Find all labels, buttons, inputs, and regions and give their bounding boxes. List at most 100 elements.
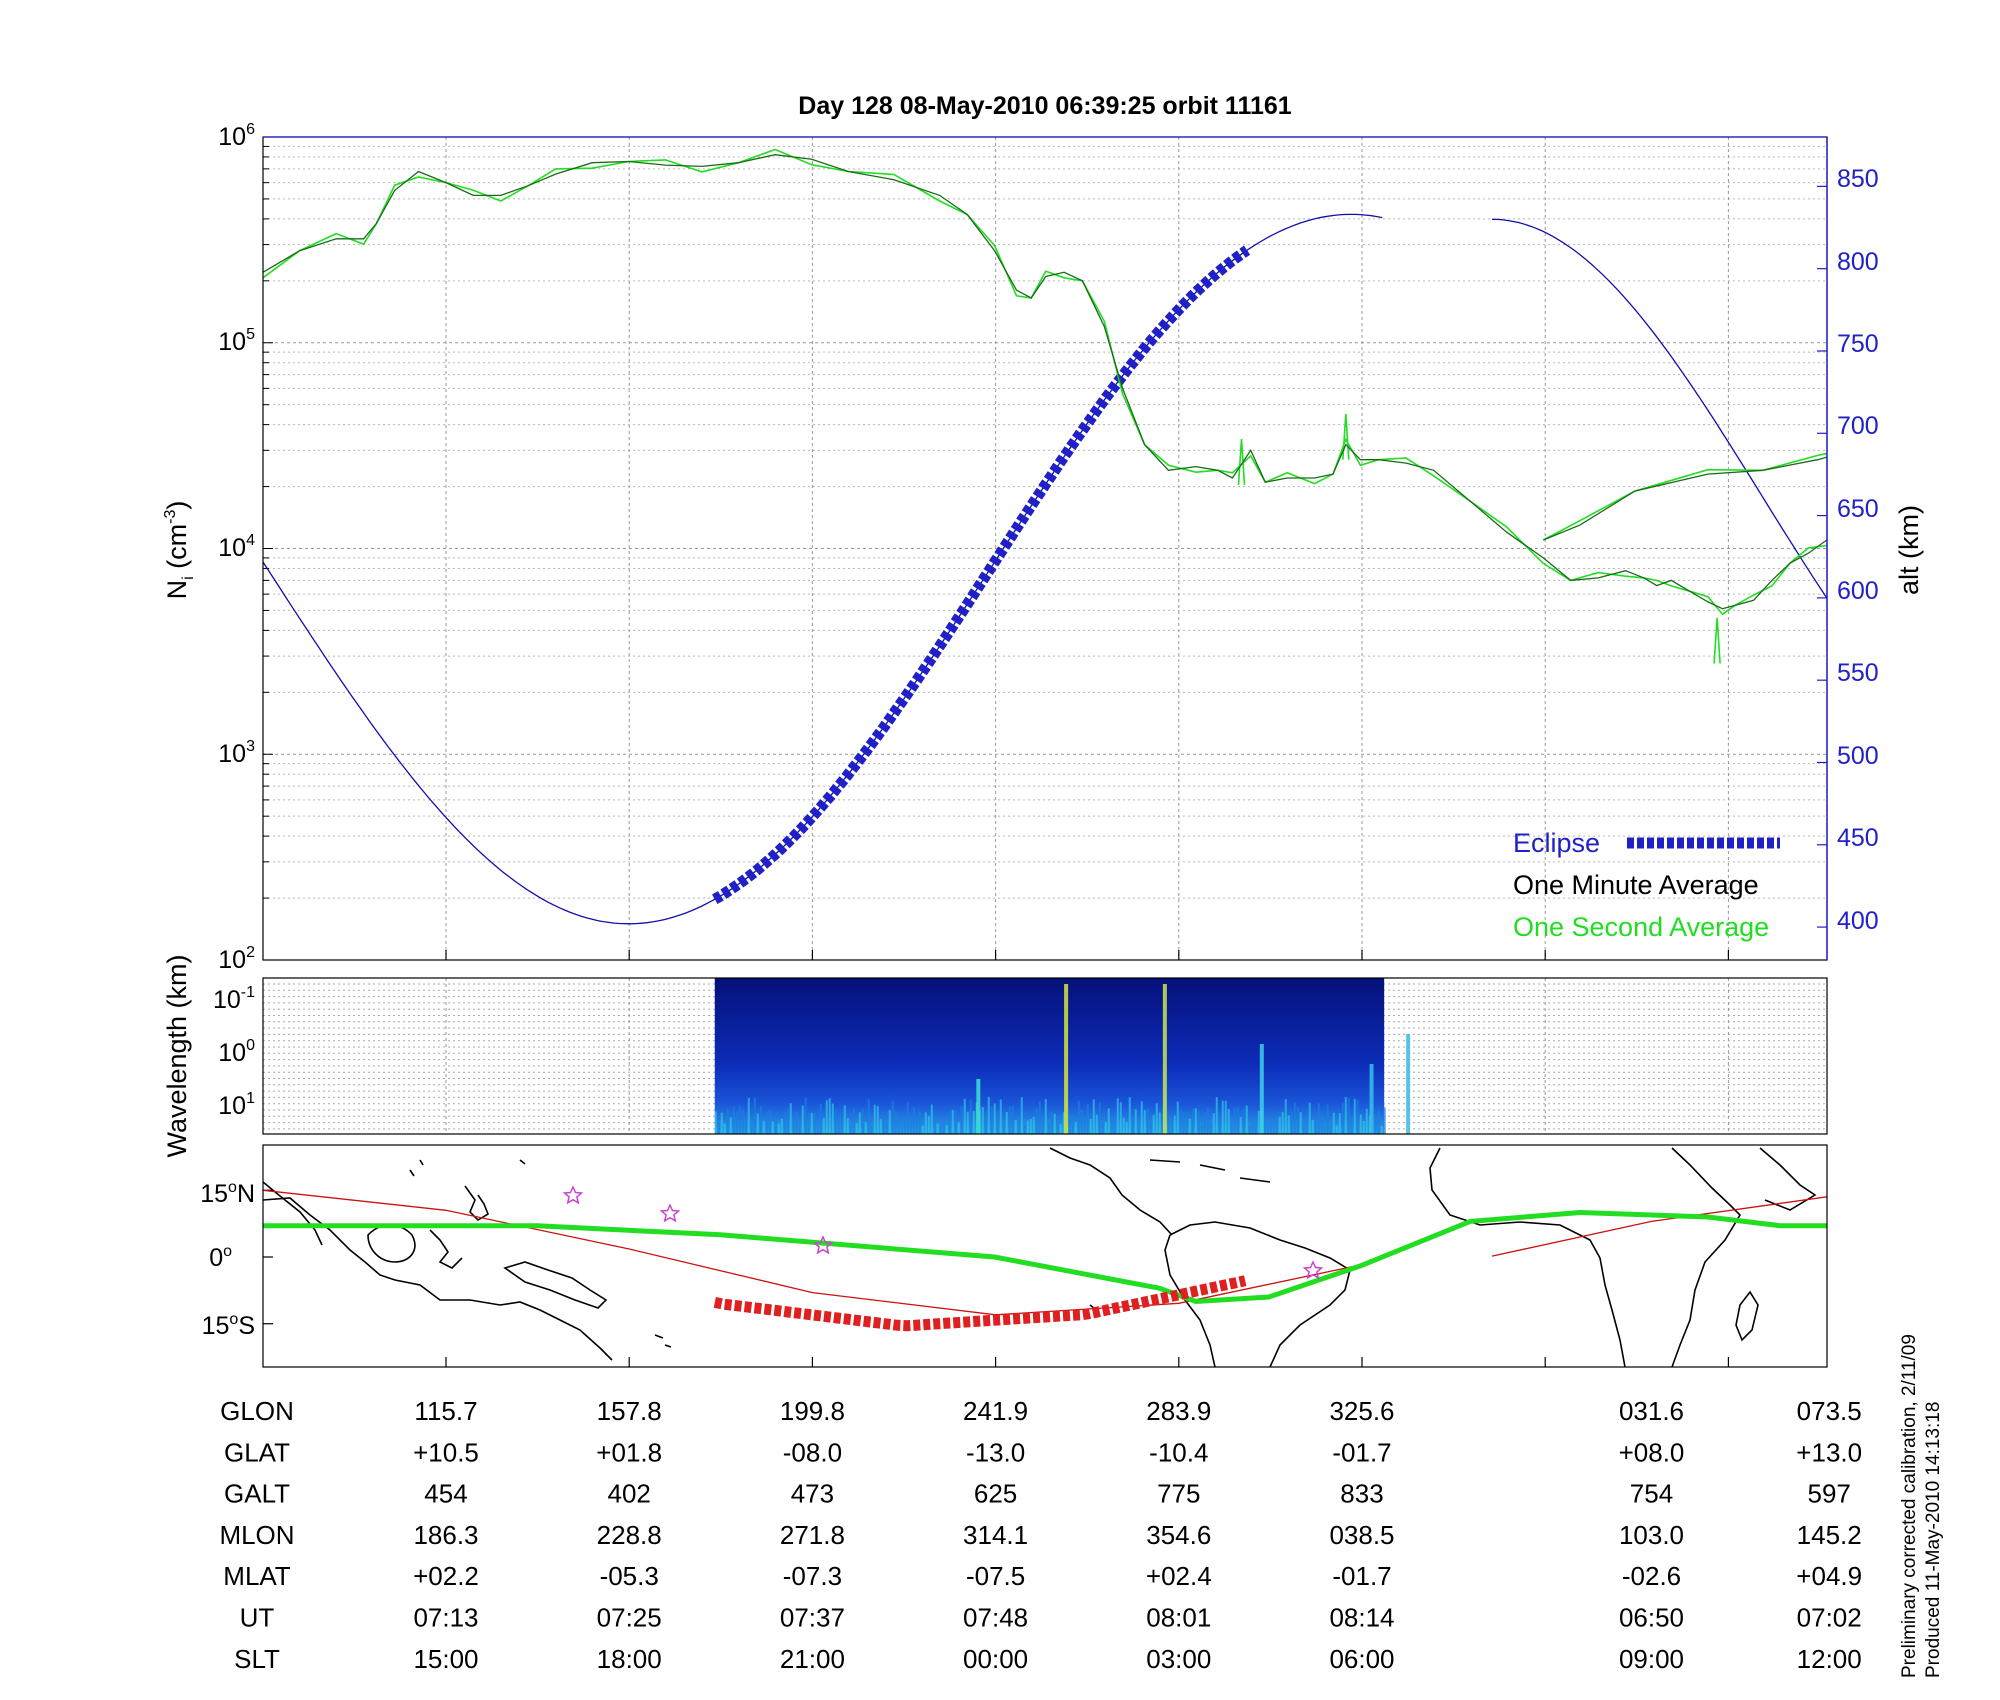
spec-streak [717,1122,720,1134]
table-cell: -07.5 [966,1561,1025,1591]
spec-streak [1116,1098,1119,1134]
spec-streak [1263,1123,1266,1134]
spec-streak [882,1120,885,1134]
table-cell: 283.9 [1146,1396,1211,1426]
spec-streak [1311,1119,1314,1134]
spec-streak [1185,1111,1188,1134]
table-cell: 15:00 [413,1644,478,1674]
spec-streak [1212,1113,1215,1134]
coastline-philippines [464,1185,489,1222]
orbit-track-segment-2 [1491,1196,1827,1257]
spec-streak [996,1110,999,1134]
spec-tick-1e0: 100 [218,1037,255,1067]
altitude-y-ticks: 400 450 500 550 600 650 700 750 800 850 [1837,165,1879,935]
spec-streak [924,1112,927,1134]
spec-streak [1095,1114,1098,1134]
spec-streak [1014,1119,1017,1134]
spec-streak [870,1125,873,1134]
spec-streak [1245,1105,1248,1134]
spec-streak [1230,1125,1233,1134]
spec-streak [1182,1112,1185,1134]
table-cell: -07.3 [783,1561,842,1591]
spec-streak [957,1122,960,1134]
spec-streak [930,1104,933,1134]
spec-streak [918,1111,921,1134]
table-row-label: GLAT [224,1437,290,1467]
table-cell: -02.6 [1622,1561,1681,1591]
one-minute-average-line [263,154,1827,610]
altitude-line-segment-2 [1492,218,1827,599]
spec-streak [954,1110,957,1134]
alt-tick-500: 500 [1837,742,1879,770]
alt-tick-650: 650 [1837,495,1879,523]
spec-streak [1020,1097,1023,1134]
spec-streak [828,1098,831,1134]
alt-tick-700: 700 [1837,412,1879,440]
spec-streak [894,1111,897,1134]
spec-streak [1017,1116,1020,1134]
spec-streak [885,1123,888,1134]
spec-streak [1293,1102,1296,1134]
spec-streak [1038,1101,1041,1134]
spec-streak [741,1109,744,1134]
spec-streak [981,1106,984,1134]
spec-streak [966,1112,969,1134]
spec-streak [1137,1122,1140,1134]
ephemeris-table: GLON 115.7 157.8 199.8 241.9 283.9 325.6 031.6 0… [219,1396,1862,1674]
spec-streak [1128,1097,1131,1134]
spec-streak [825,1100,828,1134]
table-cell: +13.0 [1796,1437,1862,1467]
spec-streak [1086,1104,1089,1134]
spec-streak [753,1097,756,1134]
spec-streak [1053,1113,1056,1134]
spec-streak [1284,1099,1287,1134]
table-cell: 833 [1340,1479,1383,1509]
table-cell: 03:00 [1146,1644,1211,1674]
one-minute-average-line-segment-2 [1543,456,1827,541]
table-cell: 775 [1157,1479,1200,1509]
station-marker-1 [562,1185,584,1205]
table-cell: 06:50 [1619,1603,1684,1633]
lat-tick-0: 0o [209,1243,232,1272]
spec-streak [729,1117,732,1134]
table-cell: 314.1 [963,1520,1028,1550]
table-cell: 145.2 [1797,1520,1862,1550]
coastline-sulawesi [429,1229,463,1269]
table-row-label: GLON [220,1396,294,1426]
spec-streak [1158,1112,1161,1134]
spec-streak [1215,1097,1218,1134]
spec-streak [1188,1118,1191,1134]
spec-streak [723,1123,726,1134]
spec-streak [1101,1123,1104,1134]
spec-streak [1008,1106,1011,1134]
spec-streak [900,1124,903,1134]
station-marker-3 [812,1235,834,1255]
alt-tick-750: 750 [1837,330,1879,358]
spec-streak [1323,1125,1326,1134]
spec-streak [1131,1115,1134,1134]
table-cell: 157.8 [597,1396,662,1426]
spec-streak [1161,1112,1164,1134]
spec-streak [1068,1113,1071,1134]
spec-streak [837,1116,840,1134]
spec-streak [945,1125,948,1134]
spec-streak [1350,1116,1353,1134]
spec-streak [1278,1116,1281,1134]
spec-streak [990,1106,993,1134]
table-cell: 199.8 [780,1396,845,1426]
spec-streak [951,1109,954,1134]
coastline-central-america [1049,1147,1173,1236]
spec-streak [855,1123,858,1134]
calibration-note: Preliminary corrected calibration, 2/11/… [1899,1334,1920,1678]
spec-streak [888,1109,891,1134]
spec-streak [879,1119,882,1134]
spec-streak [786,1107,789,1134]
spec-streak [777,1123,780,1134]
spec-feature [1406,1034,1411,1134]
spec-streak [1374,1114,1377,1134]
y-tick-1e3: 103 [218,738,255,768]
spec-streak [1383,1107,1386,1134]
spec-streak [1191,1108,1194,1134]
spec-streak [738,1105,741,1134]
spec-streak [1110,1117,1113,1134]
